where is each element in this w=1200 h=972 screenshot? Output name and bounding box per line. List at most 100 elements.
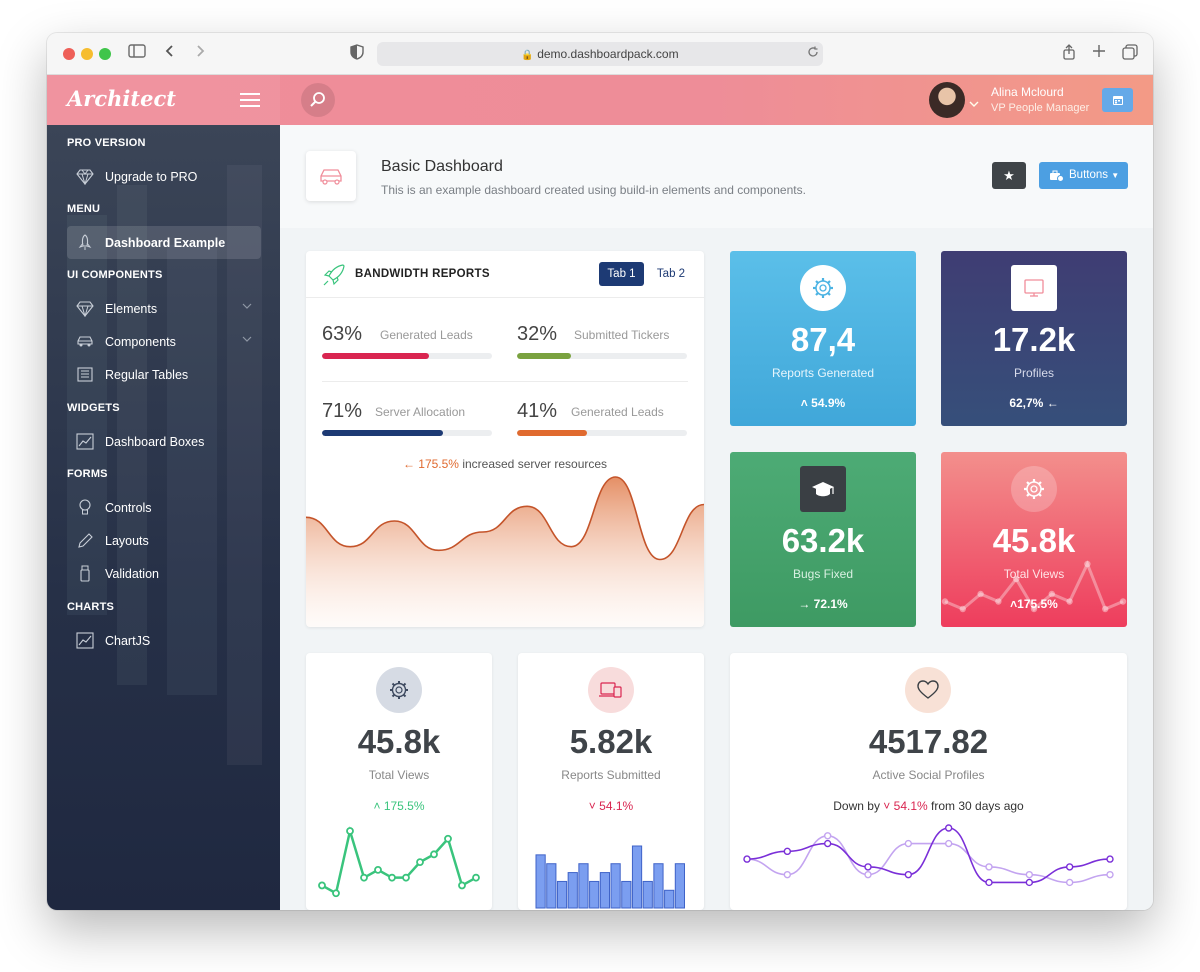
line-point (864, 863, 872, 871)
chevron-down-icon (242, 303, 252, 309)
sidebar-item-upgrade-to-pro[interactable]: Upgrade to PRO (67, 160, 261, 193)
buttons-dropdown[interactable]: Buttons ▼ (1039, 162, 1128, 189)
sidebar-item-chartjs[interactable]: ChartJS (67, 624, 261, 657)
sidebar-item-validation[interactable]: Validation (67, 557, 261, 590)
page-title-bar: Basic Dashboard This is an example dashb… (280, 125, 1153, 228)
hamburger-menu-icon[interactable] (240, 93, 260, 107)
new-tab-icon[interactable] (1089, 44, 1109, 64)
sidebar-heading-charts: CHARTS (67, 601, 115, 613)
close-window-button[interactable] (63, 48, 75, 60)
line-point (904, 870, 913, 879)
heart-icon (905, 667, 951, 713)
bandwidth-area-chart (306, 476, 704, 627)
bar (589, 880, 600, 909)
divider (322, 381, 688, 382)
sidebar-item-controls[interactable]: Controls (67, 491, 261, 524)
sidebar-item-label: Regular Tables (105, 368, 189, 382)
tile-value: 45.8k (992, 522, 1076, 559)
progress-bar (517, 430, 687, 436)
sparkline-point (1030, 605, 1038, 613)
favorite-button[interactable]: ★ (992, 162, 1026, 189)
tile-change-value: 62,7% (1009, 396, 1044, 410)
line-point (944, 839, 953, 848)
area-line (306, 476, 704, 561)
devices-icon (588, 667, 634, 713)
line-point (374, 865, 382, 874)
tile-label: Profiles (1013, 366, 1054, 380)
tile-label: Reports Generated (771, 366, 875, 380)
address-bar[interactable]: 🔒 demo.dashboardpack.com (377, 42, 823, 66)
avatar[interactable] (929, 82, 965, 118)
sidebar-background-texture (67, 165, 262, 765)
sidebar-heading-ui-components: UI COMPONENTS (67, 269, 163, 281)
calendar-button[interactable] (1102, 88, 1133, 112)
sidebar: PRO VERSION Upgrade to PRO MENU Dashboar… (47, 125, 280, 910)
sidebar-item-label: Components (105, 335, 176, 349)
sidebar-item-label: Dashboard Boxes (105, 435, 205, 449)
line-point (985, 878, 993, 887)
minimize-window-button[interactable] (81, 48, 93, 60)
browser-window: 🔒 demo.dashboardpack.com Architect Alina… (47, 33, 1153, 910)
sidebar-item-dashboard-boxes[interactable]: Dashboard Boxes (67, 425, 261, 458)
back-icon[interactable] (160, 44, 180, 64)
tile-change-value: 72.1% (813, 597, 848, 611)
sparkline-point (977, 590, 984, 598)
line-point (1106, 870, 1114, 879)
page-subtitle: This is an example dashboard created usi… (381, 183, 806, 197)
line-series (746, 834, 1111, 884)
tile-value: 63.2k (781, 522, 865, 559)
maximize-window-button[interactable] (99, 48, 111, 60)
line-point (1025, 878, 1034, 887)
forward-icon[interactable] (190, 44, 210, 64)
diamond-icon (76, 169, 94, 185)
chevron-up-icon: ˄ (1010, 597, 1018, 611)
total-views-line-chart (318, 826, 480, 898)
arrow-left-icon: ← (402, 457, 415, 471)
reload-icon[interactable] (803, 44, 823, 64)
sidebar-item-dashboard-example[interactable]: Dashboard Example (67, 226, 261, 259)
bar (610, 863, 621, 909)
chevron-down-icon (242, 336, 252, 342)
user-name[interactable]: Alina Mclourd (991, 85, 1064, 99)
line-point (783, 870, 792, 879)
search-button[interactable] (301, 83, 335, 117)
caret-down-icon: ▼ (1111, 171, 1120, 180)
sparkline-line (944, 560, 1124, 612)
tabs-overview-icon[interactable] (1120, 44, 1140, 64)
bar (674, 863, 686, 909)
lock-icon: 🔒 (521, 50, 534, 61)
chevron-down-icon[interactable] (969, 95, 979, 113)
gear-icon (800, 265, 846, 311)
share-icon[interactable] (1059, 44, 1079, 64)
bar (664, 889, 675, 909)
bar (546, 863, 557, 909)
active-social-profiles-card: 4517.82 Active Social Profiles Down by ˅… (730, 653, 1127, 910)
buttons-label: Buttons (1069, 169, 1108, 181)
search-icon (310, 92, 325, 107)
sparkline-point (1066, 598, 1073, 605)
tile-change: ˄175.5% (941, 597, 1127, 611)
sidebar-item-elements[interactable]: Elements (67, 292, 261, 325)
app-logo[interactable]: Architect (67, 86, 176, 111)
sidebar-toggle-icon[interactable] (127, 44, 147, 64)
tile-change: 62,7% ← (941, 396, 1127, 410)
sidebar-item-components[interactable]: Components (67, 325, 261, 358)
note-value: 175.5% (418, 457, 459, 471)
tab-2[interactable]: Tab 2 (656, 268, 686, 280)
total-views-tile: 45.8k Total Views ˄175.5% (941, 452, 1127, 627)
change-prefix: Down by (833, 799, 880, 813)
line-point (904, 839, 913, 848)
card-change: ˅ 54.1% (518, 799, 704, 813)
shield-icon[interactable] (347, 44, 367, 64)
bar (653, 863, 664, 909)
sidebar-item-label: Upgrade to PRO (105, 170, 198, 184)
tab-1[interactable]: Tab 1 (599, 262, 644, 286)
lightbulb-icon (79, 499, 91, 515)
chevron-up-icon: ˄ (373, 799, 381, 813)
reports-generated-tile: 87,4 Reports Generated ˄ 54.9% (730, 251, 916, 426)
sparkline-point (995, 598, 1002, 605)
metric-label: Generated Leads (571, 405, 664, 419)
active-social-profiles-line-chart (743, 824, 1114, 887)
sidebar-item-regular-tables[interactable]: Regular Tables (67, 358, 261, 391)
sidebar-item-layouts[interactable]: Layouts (67, 524, 261, 557)
